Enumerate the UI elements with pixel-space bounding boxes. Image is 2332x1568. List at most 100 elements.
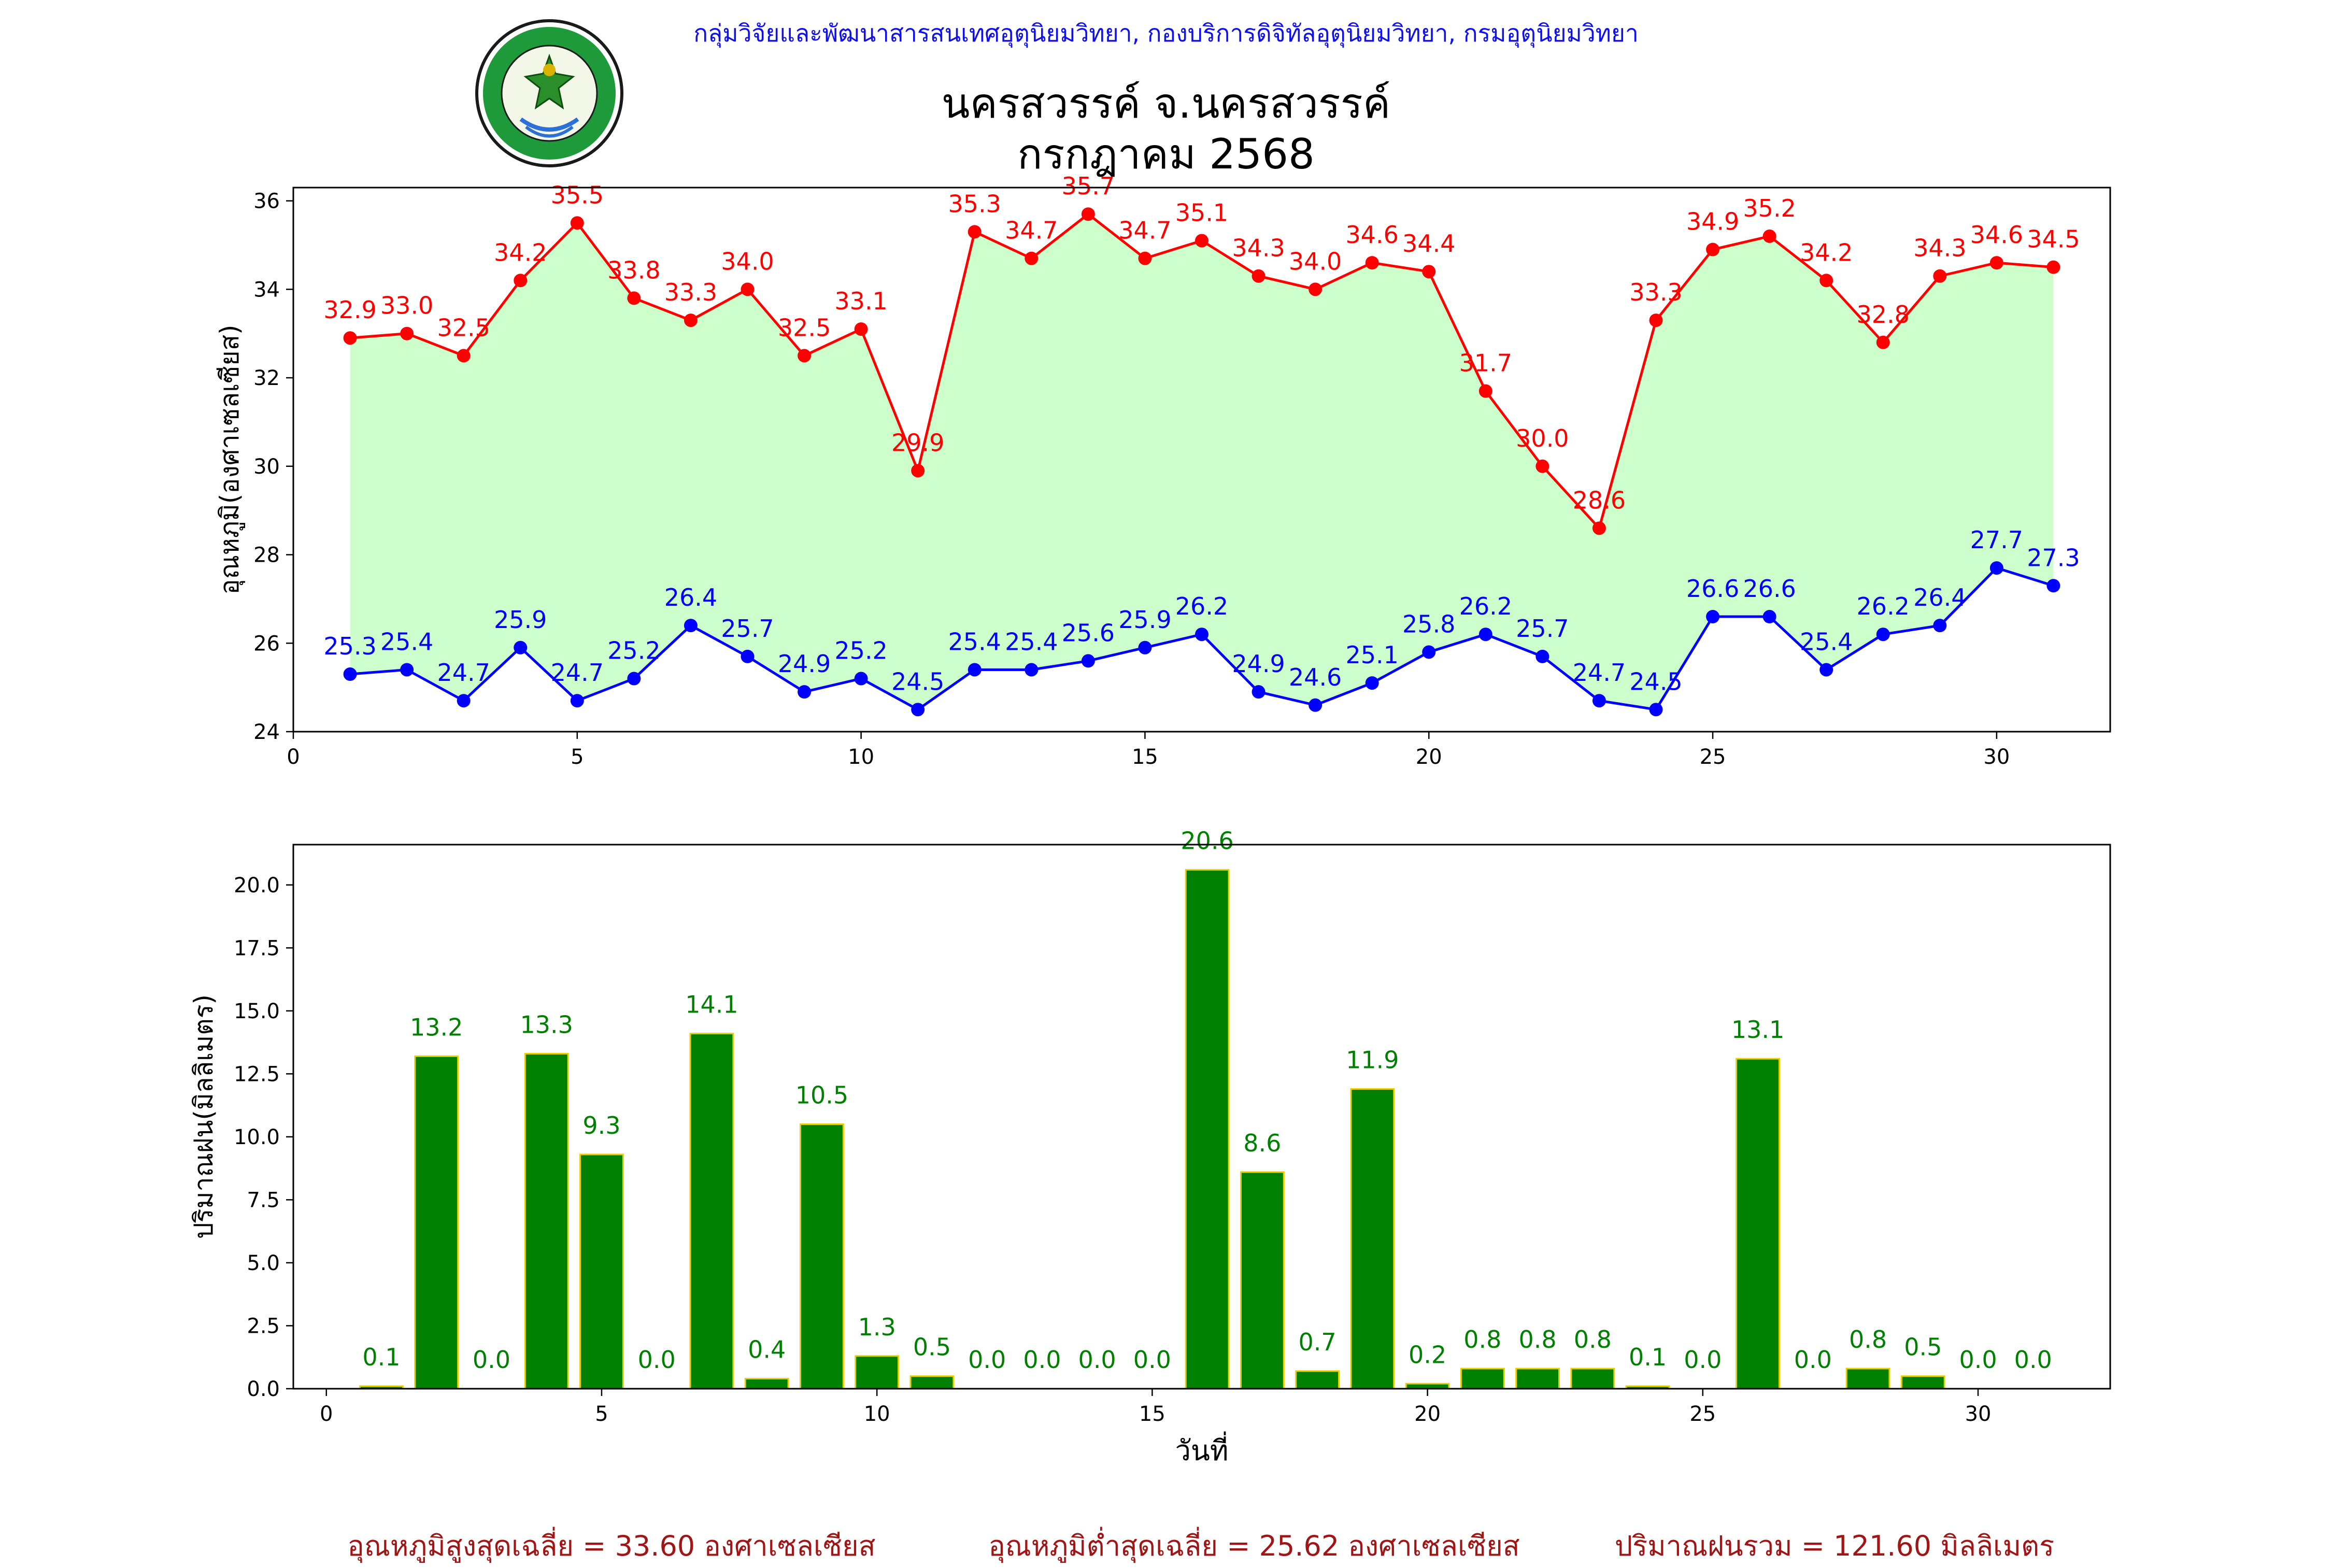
max-temp-label: 33.0 <box>380 292 433 320</box>
min-temp-point <box>1535 649 1549 663</box>
min-temp-point <box>1989 561 2003 575</box>
max-temp-point <box>741 282 755 296</box>
max-temp-label: 28.6 <box>1573 486 1626 514</box>
rain-value-label: 0.0 <box>968 1346 1006 1374</box>
max-temp-label: 34.4 <box>1402 230 1455 258</box>
min-temp-point <box>1876 628 1890 642</box>
rain-value-label: 0.5 <box>1904 1333 1942 1361</box>
x-tick-label: 15 <box>1139 1402 1165 1426</box>
max-temp-point <box>1706 243 1720 256</box>
max-temp-label: 34.6 <box>1970 221 2023 249</box>
temperature-plot-frame <box>292 187 2111 733</box>
min-temp-label: 26.2 <box>1459 592 1512 620</box>
rain-value-label: 0.0 <box>1078 1346 1116 1374</box>
min-temp-point <box>1309 698 1323 712</box>
max-temp-label: 34.9 <box>1686 208 1739 236</box>
max-temp-label: 34.0 <box>721 247 774 275</box>
x-tick-label: 20 <box>1414 1402 1441 1426</box>
min-temp-label: 27.3 <box>2027 544 2080 572</box>
min-temp-point <box>514 640 528 654</box>
min-temp-label: 25.6 <box>1062 619 1115 647</box>
rain-bar <box>744 1378 789 1390</box>
max-temp-label: 34.3 <box>1232 234 1285 262</box>
x-tick-label: 0 <box>320 1402 333 1426</box>
y-tick-label: 32 <box>253 366 280 390</box>
min-temp-label: 24.7 <box>1573 659 1626 687</box>
rain-value-label: 0.5 <box>913 1333 951 1361</box>
min-temp-label: 24.7 <box>437 659 490 687</box>
rain-bar <box>909 1375 955 1390</box>
min-temp-label: 25.7 <box>721 615 774 643</box>
max-temp-label: 35.5 <box>551 181 604 209</box>
min-temp-point <box>1762 610 1776 624</box>
max-temp-point <box>1649 313 1663 327</box>
max-temp-label: 34.0 <box>1289 247 1342 275</box>
min-temp-point <box>1195 628 1208 642</box>
min-temp-label: 25.4 <box>1800 628 1853 655</box>
max-temp-point <box>514 274 528 288</box>
min-temp-label: 25.9 <box>1118 606 1171 634</box>
min-temp-label: 25.4 <box>380 628 433 655</box>
min-temp-label: 25.3 <box>323 632 376 660</box>
max-temp-point <box>1478 384 1492 398</box>
footer-avg-min: อุณหภูมิต่ำสุดเฉลี่ย = 25.62 องศาเซลเซีย… <box>988 1530 1520 1562</box>
min-temp-label: 24.6 <box>1289 663 1342 691</box>
min-temp-point <box>570 694 584 708</box>
rain-value-label: 0.2 <box>1409 1341 1446 1369</box>
max-temp-label: 35.2 <box>1743 194 1796 222</box>
rain-bar <box>1900 1375 1945 1390</box>
x-tick-label: 5 <box>595 1402 608 1426</box>
max-temp-label: 34.5 <box>2027 225 2080 253</box>
max-temp-point <box>1195 234 1208 248</box>
y-tick-label: 20.0 <box>234 874 280 897</box>
max-temp-label: 32.8 <box>1857 301 1910 329</box>
max-temp-label: 33.8 <box>607 256 660 284</box>
rain-value-label: 0.8 <box>1463 1325 1501 1353</box>
min-temp-label: 26.2 <box>1175 592 1228 620</box>
min-temp-label: 26.4 <box>1913 583 1966 611</box>
min-temp-label: 25.8 <box>1402 610 1455 638</box>
rain-value-label: 0.0 <box>1023 1346 1061 1374</box>
y-tick-label: 24 <box>253 720 280 744</box>
min-temp-point <box>1706 610 1720 624</box>
rain-value-label: 0.0 <box>638 1346 676 1374</box>
rainfall-plot-frame <box>292 844 2111 1390</box>
rain-value-label: 0.4 <box>748 1336 786 1364</box>
max-temp-point <box>798 349 812 363</box>
min-temp-label: 24.5 <box>1629 667 1682 695</box>
rain-bar <box>1295 1370 1340 1390</box>
min-temp-label: 25.7 <box>1516 615 1569 643</box>
min-temp-label: 24.5 <box>891 667 944 695</box>
min-temp-point <box>1025 663 1039 677</box>
footer-total-rain: ปริมาณฝนรวม = 121.60 มิลลิเมตร <box>1614 1530 2055 1562</box>
rain-bar <box>1845 1367 1890 1390</box>
rain-bar <box>1570 1367 1615 1390</box>
rain-value-label: 13.3 <box>520 1010 573 1038</box>
rain-value-label: 0.1 <box>362 1343 400 1371</box>
max-temp-point <box>1138 251 1152 265</box>
rain-value-label: 13.2 <box>410 1013 463 1041</box>
min-temp-label: 25.9 <box>494 606 547 634</box>
y-tick-label: 28 <box>253 544 280 567</box>
max-temp-point <box>1933 269 1947 283</box>
rain-value-label: 8.6 <box>1243 1129 1281 1157</box>
min-temp-label: 25.2 <box>834 637 887 665</box>
max-temp-point <box>1762 229 1776 243</box>
max-temp-label: 33.1 <box>834 287 887 315</box>
rain-value-label: 13.1 <box>1731 1016 1784 1044</box>
rain-value-label: 14.1 <box>685 991 738 1019</box>
rain-value-label: 9.3 <box>582 1111 620 1139</box>
header-organization: กลุ่มวิจัยและพัฒนาสารสนเทศอุตุนิยมวิทยา,… <box>693 19 1639 47</box>
min-temp-point <box>343 667 357 681</box>
min-temp-point <box>1081 654 1095 668</box>
max-temp-label: 32.5 <box>437 313 490 341</box>
temperature-chart: 0 5 10 15 20 25 30 24 26 28 30 32 34 36 32.9 25.3 33.0 25… <box>215 172 2111 769</box>
min-temp-point <box>457 694 471 708</box>
max-temp-label: 33.3 <box>1629 278 1682 306</box>
max-temp-point <box>968 225 982 239</box>
max-temp-point <box>1989 256 2003 270</box>
max-temp-label: 30.0 <box>1516 424 1569 452</box>
min-temp-point <box>2046 579 2060 593</box>
temperature-y-axis-label: อุณหภูมิ(องศาเซลเซียส) <box>215 324 245 594</box>
